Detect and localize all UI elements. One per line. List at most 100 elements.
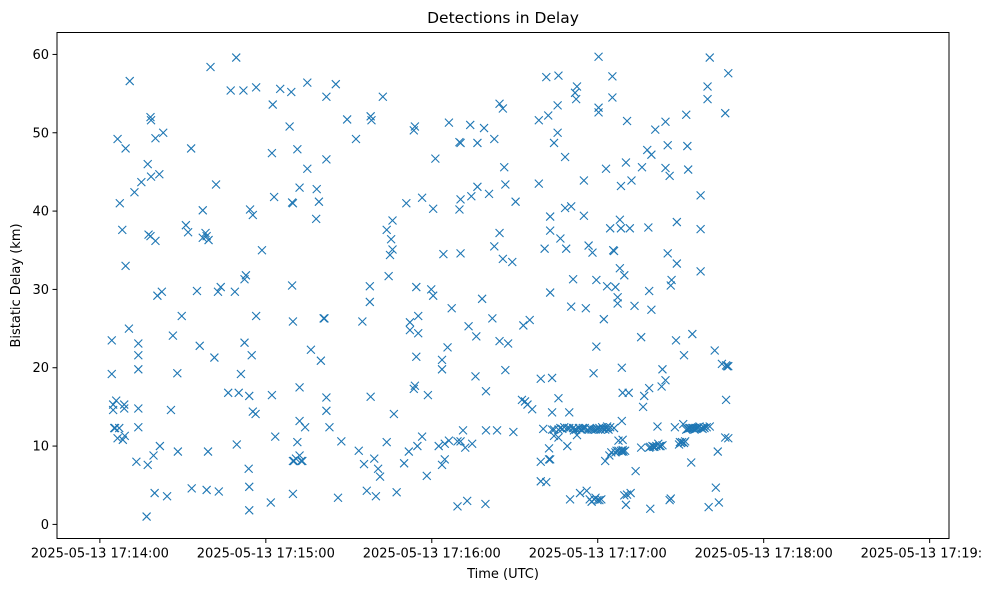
data-point: [230, 287, 240, 297]
data-point: [492, 426, 502, 435]
data-point: [413, 328, 423, 338]
data-point: [645, 504, 655, 514]
data-point: [168, 331, 178, 341]
data-point: [471, 332, 481, 341]
data-point: [672, 217, 682, 227]
data-point: [498, 254, 508, 264]
data-point: [107, 335, 117, 345]
data-point: [609, 423, 619, 433]
data-point: [683, 165, 693, 174]
data-point: [437, 364, 447, 374]
data-point: [437, 355, 447, 365]
data-point: [466, 191, 476, 201]
data-point: [440, 454, 450, 464]
data-point: [357, 317, 367, 326]
data-point: [637, 162, 647, 172]
data-point: [382, 225, 392, 235]
data-point: [511, 197, 520, 207]
data-point: [672, 259, 682, 268]
data-point: [541, 477, 551, 487]
data-point: [671, 335, 681, 345]
data-point: [365, 281, 375, 291]
data-point: [658, 440, 667, 450]
data-point: [108, 405, 118, 415]
data-point: [192, 286, 202, 296]
data-point: [322, 406, 331, 416]
data-point: [198, 205, 208, 215]
data-point: [146, 112, 155, 122]
data-point: [119, 400, 129, 409]
data-point: [166, 405, 176, 415]
data-point: [444, 436, 454, 445]
data-point: [268, 100, 278, 109]
data-point: [157, 287, 167, 297]
data-point: [710, 346, 720, 355]
data-point: [682, 141, 692, 151]
data-point: [437, 460, 447, 470]
data-point: [234, 388, 244, 398]
data-point: [423, 390, 433, 400]
data-point: [696, 224, 706, 234]
data-point: [371, 491, 381, 501]
data-point: [306, 345, 316, 355]
data-point: [121, 144, 130, 153]
data-point: [650, 125, 660, 135]
data-point: [544, 444, 554, 453]
data-point: [333, 493, 343, 503]
data-point: [596, 494, 606, 504]
data-point: [696, 267, 706, 276]
data-point: [115, 198, 125, 208]
data-point: [560, 203, 570, 213]
data-point: [613, 299, 623, 308]
y-tick-label: 10: [32, 440, 49, 455]
data-point: [133, 350, 143, 360]
data-point: [680, 436, 690, 446]
data-point: [462, 496, 472, 506]
data-point: [209, 353, 219, 362]
data-point: [405, 317, 415, 327]
data-point: [541, 72, 551, 82]
data-point: [267, 148, 277, 158]
data-point: [536, 457, 546, 467]
data-point: [269, 192, 279, 202]
data-point: [547, 373, 557, 383]
data-point: [621, 158, 631, 167]
data-point: [158, 128, 168, 138]
data-point: [721, 395, 731, 405]
data-point: [613, 292, 623, 302]
data-point: [665, 171, 675, 181]
data-point: [367, 115, 376, 125]
data-point: [456, 194, 465, 204]
data-point: [114, 423, 124, 433]
data-point: [130, 187, 139, 197]
data-point: [133, 422, 143, 432]
data-point: [616, 181, 626, 191]
data-point: [155, 441, 165, 451]
data-point: [677, 437, 687, 447]
data-point: [113, 134, 122, 144]
data-point: [401, 198, 411, 208]
data-point: [553, 100, 563, 110]
data-point: [434, 441, 444, 451]
data-point: [295, 382, 304, 392]
data-point: [705, 422, 715, 431]
data-point: [591, 342, 601, 351]
data-point: [500, 365, 510, 375]
data-point: [362, 486, 372, 496]
y-tick-label: 20: [32, 361, 49, 376]
data-point: [336, 436, 346, 446]
data-point: [257, 245, 267, 255]
y-tick-label: 0: [41, 518, 49, 533]
data-point: [705, 53, 715, 62]
data-point: [619, 270, 629, 280]
data-point: [392, 487, 402, 497]
data-point: [409, 384, 419, 394]
data-point: [484, 189, 494, 199]
data-point: [534, 179, 544, 189]
data-point: [704, 502, 714, 512]
data-point: [617, 416, 627, 426]
data-point: [365, 297, 375, 307]
data-point: [150, 488, 160, 498]
data-point: [627, 176, 636, 185]
data-point: [322, 92, 331, 102]
